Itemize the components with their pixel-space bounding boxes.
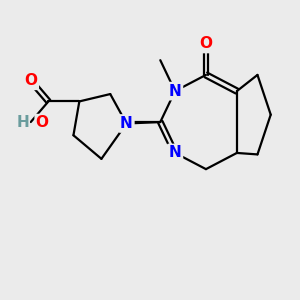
Text: N: N: [120, 116, 133, 131]
Text: N: N: [169, 84, 182, 99]
Text: O: O: [200, 37, 212, 52]
Text: N: N: [169, 146, 182, 160]
Text: O: O: [24, 73, 37, 88]
Text: H: H: [16, 115, 29, 130]
Text: O: O: [35, 115, 48, 130]
